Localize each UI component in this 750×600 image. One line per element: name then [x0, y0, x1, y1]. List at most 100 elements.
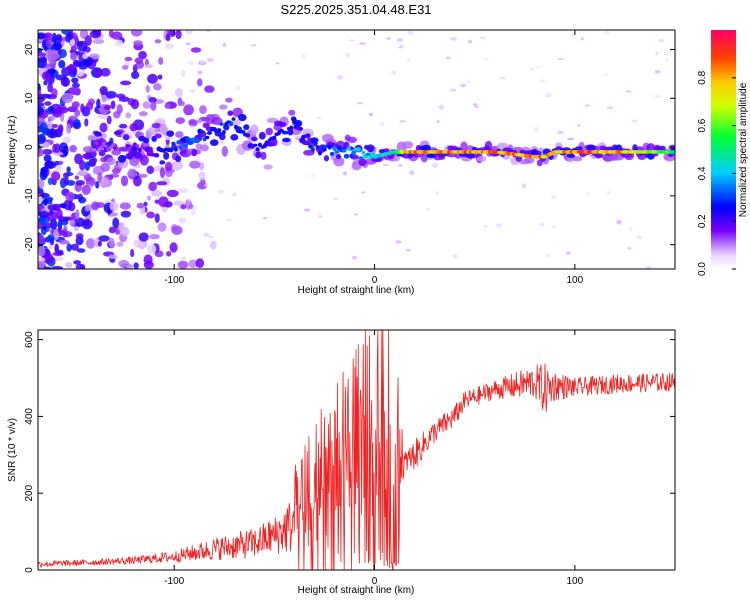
heatmap-blob [222, 42, 226, 48]
heatmap-blob [38, 234, 46, 245]
heatmap-blob [57, 249, 64, 256]
heatmap-blob [93, 139, 104, 148]
heatmap-blob [68, 115, 78, 121]
heatmap-blob [143, 201, 148, 207]
heatmap-blob [343, 153, 350, 159]
heatmap-blob [550, 194, 557, 200]
heatmap-blob [135, 144, 140, 148]
heatmap-blob [71, 77, 79, 84]
heatmap-blob [436, 119, 440, 123]
heatmap-blob [258, 131, 266, 140]
heatmap-blob [459, 83, 467, 88]
heatmap-blob [83, 220, 91, 227]
heatmap-blob [178, 217, 186, 224]
heatmap-blob [533, 126, 540, 132]
heatmap-frame [37, 29, 676, 270]
heatmap-blob [368, 112, 374, 117]
heatmap-blob [234, 125, 238, 129]
heatmap-blob [631, 119, 638, 123]
heatmap-blob [38, 93, 48, 98]
heatmap-blob [206, 57, 214, 62]
colorbar-tick-label: 0.0 [697, 262, 708, 276]
heatmap-blob [164, 43, 175, 50]
heatmap-blob [221, 129, 226, 135]
heatmap-blob [38, 133, 46, 144]
heatmap-blob [265, 127, 273, 136]
heatmap-blob [483, 224, 488, 229]
y-tick-label: -10 [24, 188, 35, 203]
heatmap-blob [74, 175, 80, 180]
heatmap-blob [196, 118, 203, 124]
heatmap-blob [69, 145, 77, 153]
heatmap-blob [366, 144, 375, 153]
heatmap-blob [204, 135, 210, 140]
heatmap-blob [499, 76, 506, 80]
heatmap-blob [557, 130, 564, 135]
heatmap-blob [483, 145, 490, 152]
heatmap-blob [654, 70, 661, 74]
heatmap-blob [169, 242, 178, 253]
heatmap-blob [120, 210, 132, 218]
heatmap-blob [333, 156, 345, 167]
heatmap-blob [38, 148, 45, 157]
heatmap-blob [157, 74, 163, 80]
heatmap-blob [180, 101, 185, 107]
heatmap-blob [147, 243, 157, 255]
heatmap-blob [63, 216, 75, 221]
heatmap-blob [98, 235, 110, 242]
heatmap-blob [195, 158, 201, 162]
heatmap-blob [360, 191, 366, 194]
heatmap-blob [435, 191, 439, 195]
heatmap-blob [202, 122, 210, 129]
heatmap-blob [145, 85, 150, 93]
heatmap-blob [245, 133, 251, 138]
heatmap-blob [38, 82, 41, 92]
heatmap-blob [318, 215, 322, 218]
heatmap-blob [260, 151, 267, 160]
x-tick-label: 0 [372, 576, 378, 587]
heatmap-blob [460, 141, 468, 152]
heatmap-blob [655, 51, 659, 56]
heatmap-blob [58, 60, 66, 69]
heatmap-blob [96, 98, 101, 109]
heatmap-blob [110, 212, 119, 217]
heatmap-blob [81, 184, 91, 196]
heatmap-blob [405, 248, 412, 252]
heatmap-blob [166, 130, 175, 137]
heatmap-blob [312, 140, 318, 146]
heatmap-blob [99, 122, 108, 133]
heatmap-blob [57, 49, 62, 56]
heatmap-blob [188, 119, 197, 125]
heatmap-blob [586, 144, 596, 152]
heatmap-blob [347, 136, 358, 144]
heatmap-y-ticks: -20 -10 0 10 20 [24, 44, 675, 252]
heatmap-blob [452, 254, 458, 259]
heatmap-blob [78, 61, 89, 70]
heatmap-blob [43, 154, 52, 163]
heatmap-blob [76, 248, 86, 253]
heatmap-blob [552, 224, 556, 229]
heatmap-blob [216, 128, 222, 133]
heatmap-blob [298, 126, 304, 131]
heatmap-blob [310, 147, 315, 153]
heatmap-blob [521, 183, 527, 189]
heatmap-blob [38, 47, 43, 53]
x-tick-label: 0 [372, 275, 378, 286]
heatmap-blob [210, 240, 217, 250]
heatmap-blob [197, 70, 203, 75]
heatmap-blob [143, 137, 150, 144]
heatmap-blob [70, 243, 79, 251]
heatmap-blob [94, 202, 106, 208]
heatmap-blob [603, 73, 609, 76]
heatmap-blob [149, 234, 160, 240]
heatmap-blob [586, 192, 590, 196]
heatmap-y-axis-title: Frequency (Hz) [7, 116, 18, 185]
heatmap-blob [69, 87, 81, 96]
heatmap-blob [154, 199, 160, 204]
heatmap-blob [386, 37, 391, 40]
heatmap-blob [177, 187, 189, 194]
heatmap-blob [100, 162, 111, 172]
heatmap-blob [627, 246, 632, 250]
heatmap-blob [606, 106, 614, 110]
